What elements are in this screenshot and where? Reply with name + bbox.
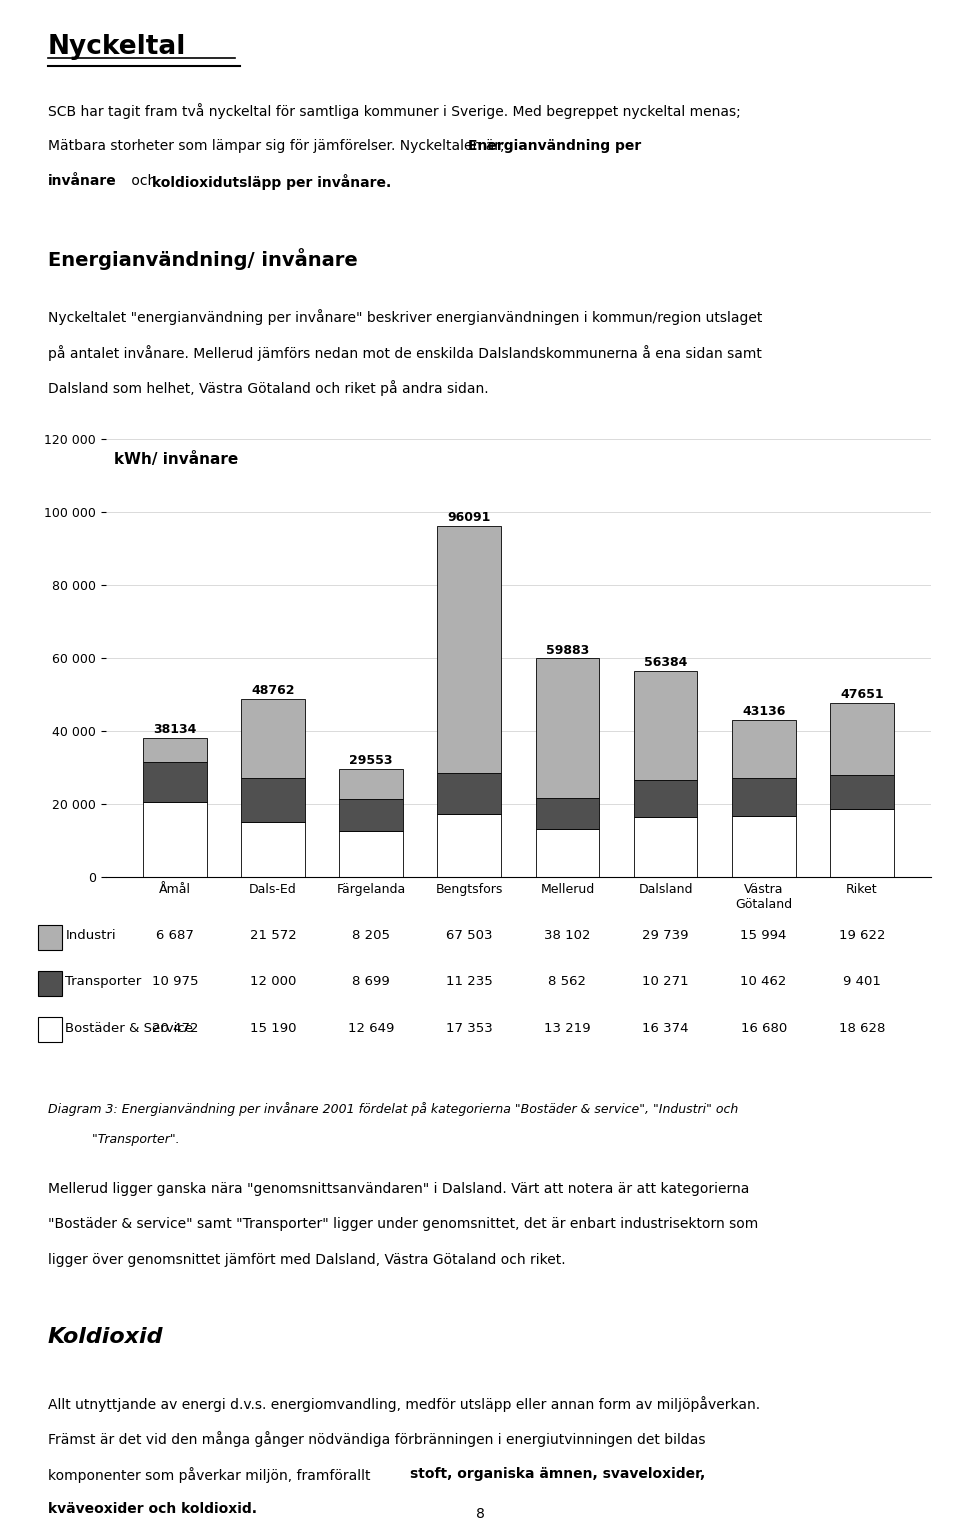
Text: Främst är det vid den många gånger nödvändiga förbränningen i energiutvinningen : Främst är det vid den många gånger nödvä… xyxy=(48,1431,706,1447)
Text: invånare: invånare xyxy=(48,174,117,188)
Text: komponenter som påverkar miljön, framförallt: komponenter som påverkar miljön, framför… xyxy=(48,1467,374,1482)
Bar xyxy=(634,780,698,817)
Text: 19 622: 19 622 xyxy=(838,930,885,942)
Text: 10 271: 10 271 xyxy=(642,976,689,988)
Text: 10 975: 10 975 xyxy=(152,976,199,988)
Bar xyxy=(339,770,403,799)
Text: Koldioxid: Koldioxid xyxy=(48,1327,163,1347)
Text: koldioxidutsläpp per invånare.: koldioxidutsläpp per invånare. xyxy=(152,174,391,189)
Bar xyxy=(438,526,501,773)
Text: 59883: 59883 xyxy=(546,643,589,657)
Text: 20 472: 20 472 xyxy=(152,1022,199,1034)
Bar xyxy=(241,822,305,877)
Text: 29 739: 29 739 xyxy=(642,930,689,942)
Text: 67 503: 67 503 xyxy=(446,930,492,942)
Text: 96091: 96091 xyxy=(447,511,491,525)
Text: Mellerud ligger ganska nära "genomsnittsanvändaren" i Dalsland. Värt att notera : Mellerud ligger ganska nära "genomsnitts… xyxy=(48,1182,750,1196)
Text: Bostäder & Service: Bostäder & Service xyxy=(65,1022,193,1034)
Text: 18 628: 18 628 xyxy=(839,1022,885,1034)
Text: 11 235: 11 235 xyxy=(446,976,492,988)
Bar xyxy=(438,814,501,877)
Text: Diagram 3: Energianvändning per invånare 2001 fördelat på kategorierna "Bostäder: Diagram 3: Energianvändning per invånare… xyxy=(48,1102,738,1116)
Bar xyxy=(143,762,207,802)
Text: 15 190: 15 190 xyxy=(250,1022,297,1034)
Bar xyxy=(143,802,207,877)
Bar xyxy=(732,779,796,816)
Text: 9 401: 9 401 xyxy=(843,976,880,988)
Text: Transporter: Transporter xyxy=(65,976,141,988)
Text: 17 353: 17 353 xyxy=(446,1022,492,1034)
Text: 47651: 47651 xyxy=(840,688,883,702)
Text: 16 374: 16 374 xyxy=(642,1022,689,1034)
Text: på antalet invånare. Mellerud jämförs nedan mot de enskilda Dalslandskommunerna : på antalet invånare. Mellerud jämförs ne… xyxy=(48,345,762,360)
Text: 8: 8 xyxy=(475,1507,485,1521)
Bar xyxy=(536,659,599,797)
Text: 21 572: 21 572 xyxy=(250,930,297,942)
Text: Dalsland som helhet, Västra Götaland och riket på andra sidan.: Dalsland som helhet, Västra Götaland och… xyxy=(48,380,489,396)
Text: stoft, organiska ämnen, svaveloxider,: stoft, organiska ämnen, svaveloxider, xyxy=(410,1467,706,1481)
Text: 29553: 29553 xyxy=(349,754,393,768)
Text: ligger över genomsnittet jämfört med Dalsland, Västra Götaland och riket.: ligger över genomsnittet jämfört med Dal… xyxy=(48,1253,565,1267)
Text: 8 562: 8 562 xyxy=(548,976,587,988)
Text: 56384: 56384 xyxy=(644,656,687,669)
Text: 48762: 48762 xyxy=(252,685,295,697)
Text: 12 649: 12 649 xyxy=(348,1022,395,1034)
Text: kväveoxider och koldioxid.: kväveoxider och koldioxid. xyxy=(48,1502,257,1516)
Bar xyxy=(241,699,305,777)
Bar xyxy=(732,720,796,779)
Text: 8 699: 8 699 xyxy=(352,976,390,988)
Text: och: och xyxy=(127,174,160,188)
Text: 43136: 43136 xyxy=(742,705,785,717)
Text: 38 102: 38 102 xyxy=(544,930,590,942)
Text: 38134: 38134 xyxy=(154,723,197,736)
Bar xyxy=(143,737,207,762)
Text: kWh/ invånare: kWh/ invånare xyxy=(114,452,238,466)
Text: 12 000: 12 000 xyxy=(250,976,297,988)
Bar xyxy=(438,773,501,814)
Bar xyxy=(634,671,698,780)
Text: Nyckeltal: Nyckeltal xyxy=(48,34,186,60)
Text: Allt utnyttjande av energi d.v.s. energiomvandling, medför utsläpp eller annan f: Allt utnyttjande av energi d.v.s. energi… xyxy=(48,1396,760,1411)
Text: Industri: Industri xyxy=(65,930,116,942)
Text: Energianvändning per: Energianvändning per xyxy=(468,139,641,152)
Bar xyxy=(536,797,599,830)
Bar xyxy=(634,817,698,877)
Bar xyxy=(241,777,305,822)
Bar xyxy=(829,703,894,774)
Bar xyxy=(339,799,403,831)
Text: SCB har tagit fram två nyckeltal för samtliga kommuner i Sverige. Med begreppet : SCB har tagit fram två nyckeltal för sam… xyxy=(48,103,741,119)
Text: "Transporter".: "Transporter". xyxy=(48,1133,180,1145)
Text: Nyckeltalet "energianvändning per invånare" beskriver energianvändningen i kommu: Nyckeltalet "energianvändning per invåna… xyxy=(48,309,762,325)
Text: 8 205: 8 205 xyxy=(352,930,390,942)
Bar xyxy=(829,774,894,810)
Bar xyxy=(732,816,796,877)
Text: 13 219: 13 219 xyxy=(544,1022,590,1034)
Text: 15 994: 15 994 xyxy=(740,930,787,942)
Bar xyxy=(536,830,599,877)
Text: Mätbara storheter som lämpar sig för jämförelser. Nyckeltalen är;: Mätbara storheter som lämpar sig för jäm… xyxy=(48,139,514,152)
Text: 10 462: 10 462 xyxy=(740,976,787,988)
Text: Energianvändning/ invånare: Energianvändning/ invånare xyxy=(48,248,358,269)
Bar xyxy=(829,810,894,877)
Bar xyxy=(339,831,403,877)
Text: "Bostäder & service" samt "Transporter" ligger under genomsnittet, det är enbart: "Bostäder & service" samt "Transporter" … xyxy=(48,1217,758,1231)
Text: 6 687: 6 687 xyxy=(156,930,194,942)
Text: 16 680: 16 680 xyxy=(740,1022,787,1034)
